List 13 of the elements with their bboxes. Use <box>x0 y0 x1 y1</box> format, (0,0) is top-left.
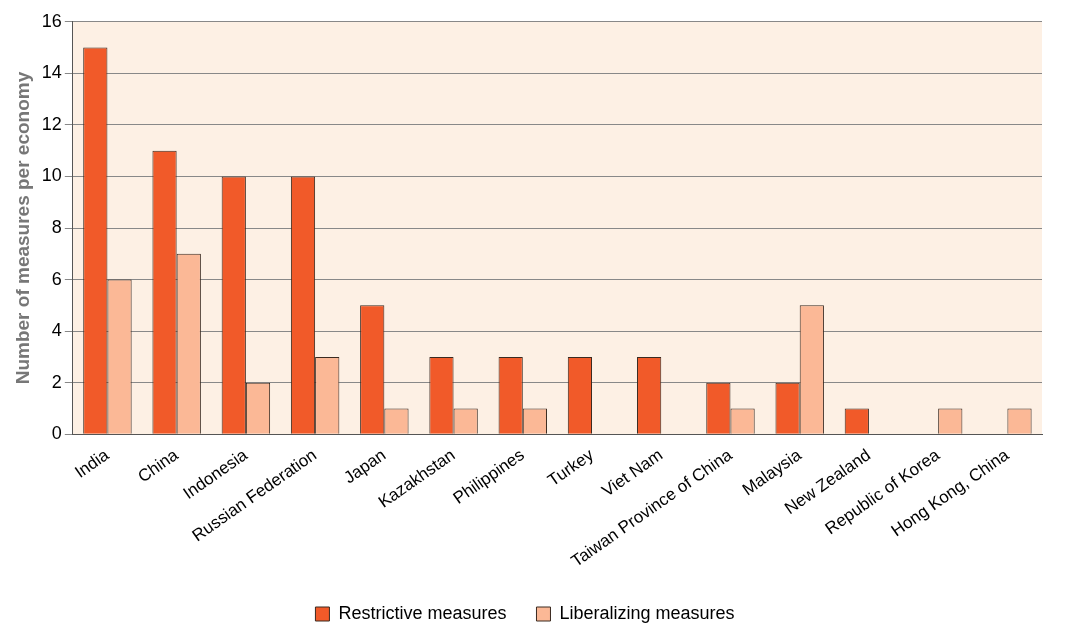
y-tick-label: 2 <box>51 371 62 392</box>
x-tick-label: India <box>71 444 113 482</box>
y-tick-label: 0 <box>51 423 62 444</box>
y-tick-label: 16 <box>41 10 62 31</box>
y-axis-title: Number of measures per economy <box>11 71 33 385</box>
legend-label: Liberalizing measures <box>559 602 735 623</box>
legend-label: Restrictive measures <box>338 602 507 623</box>
y-tick-label: 6 <box>51 268 62 289</box>
y-tick-label: 14 <box>41 62 62 83</box>
y-tick-label: 4 <box>51 320 62 341</box>
y-tick-label: 12 <box>41 113 62 134</box>
y-tick-label: 8 <box>51 217 62 237</box>
y-tick-label: 10 <box>41 165 62 186</box>
